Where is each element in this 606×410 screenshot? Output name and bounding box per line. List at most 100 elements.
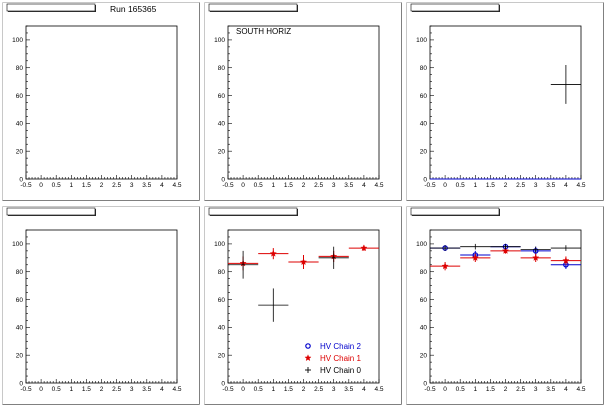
x-tick-label: 3	[332, 386, 336, 393]
panel-title-box	[208, 207, 298, 216]
x-tick-label: 4	[160, 182, 164, 189]
y-tick-label: 40	[218, 121, 226, 128]
y-tick-label: 100	[214, 37, 225, 44]
y-tick-label: 0	[221, 380, 225, 387]
x-tick-label: 4	[362, 182, 366, 189]
point-marker	[360, 244, 368, 252]
legend-label: HV Chain 0	[320, 366, 361, 375]
x-tick-label: 3.5	[344, 182, 353, 189]
y-axis: 0 20 40 60 80 100	[214, 25, 232, 183]
series-2	[430, 243, 581, 253]
x-tick-label: 4.5	[576, 386, 585, 393]
panel-title-box	[410, 207, 500, 216]
panel-title-box	[410, 3, 500, 12]
y-tick-label: 40	[16, 121, 24, 128]
x-tick-label: 1	[473, 386, 477, 393]
pad-background	[406, 2, 604, 201]
point-marker	[269, 249, 277, 257]
point-marker	[532, 254, 540, 261]
y-tick-label: 20	[16, 148, 24, 155]
data-point	[490, 243, 521, 250]
x-tick-label: 1.5	[82, 386, 91, 393]
run-label: Run 165365	[110, 4, 157, 14]
x-tick-label: 2	[302, 386, 306, 393]
x-tick-label: 2.5	[314, 182, 323, 189]
x-tick-label: 0	[241, 386, 245, 393]
y-tick-label: 0	[19, 380, 23, 387]
point-marker	[562, 256, 570, 264]
pad-background	[2, 206, 200, 405]
y-tick-label: 20	[16, 352, 24, 359]
x-axis: -0.5 0 0.5 1 1.5 2 2.5 3 3.5 4 4.5	[424, 379, 586, 393]
x-tick-label: 0.5	[52, 182, 61, 189]
panel-title-box	[208, 3, 298, 12]
y-tick-label: 0	[19, 176, 23, 183]
x-tick-label: 4	[160, 386, 164, 393]
y-tick-label: 60	[218, 297, 226, 304]
y-tick-label: 100	[416, 37, 427, 44]
y-tick-label: 20	[420, 148, 428, 155]
y-tick-label: 100	[416, 241, 427, 248]
y-tick-label: 60	[420, 93, 428, 100]
panel-2: -0.5 0 0.5 1 1.5 2 2.5 3 3.5 4 4.5 0 20 40 60 80 100	[406, 2, 604, 201]
panel-3: -0.5 0 0.5 1 1.5 2 2.5 3 3.5 4 4.5 0 20 40 60 80 100	[2, 206, 200, 405]
x-tick-label: 4.5	[576, 182, 585, 189]
y-tick-label: 80	[16, 65, 24, 72]
x-tick-label: 1	[271, 182, 275, 189]
y-axis: 0 20 40 60 80 100	[416, 25, 434, 183]
x-axis: -0.5 0 0.5 1 1.5 2 2.5 3 3.5 4 4.5	[222, 175, 384, 189]
x-tick-label: 4.5	[374, 182, 383, 189]
y-tick-label: 60	[16, 93, 24, 100]
y-tick-label: 80	[16, 269, 24, 276]
panel-title-box	[6, 3, 96, 12]
x-tick-label: 0.5	[456, 386, 465, 393]
data-point	[288, 255, 319, 269]
pad-background	[204, 206, 402, 405]
y-tick-label: 0	[423, 176, 427, 183]
data-point	[318, 246, 349, 269]
point-marker	[471, 254, 479, 261]
x-tick-label: 3	[534, 386, 538, 393]
data-point	[348, 244, 379, 252]
x-tick-label: 2.5	[314, 386, 323, 393]
legend-marker	[305, 343, 311, 349]
x-tick-label: 0.5	[456, 182, 465, 189]
x-tick-label: 2	[504, 182, 508, 189]
x-tick-label: -0.5	[424, 182, 436, 189]
y-tick-label: 80	[218, 269, 226, 276]
x-tick-label: 0	[443, 386, 447, 393]
x-tick-label: -0.5	[222, 386, 234, 393]
legend-label: HV Chain 1	[320, 354, 361, 363]
legend-label: HV Chain 2	[320, 342, 361, 351]
y-tick-label: 0	[423, 380, 427, 387]
x-tick-label: 3	[130, 182, 134, 189]
x-tick-label: 0	[443, 182, 447, 189]
y-tick-label: 80	[420, 65, 428, 72]
plot-annotation: SOUTH HORIZ	[236, 27, 291, 36]
x-tick-label: 3.5	[344, 386, 353, 393]
pad-background	[406, 206, 604, 405]
x-tick-label: 3	[130, 386, 134, 393]
series-0	[550, 64, 581, 104]
y-tick-label: 60	[16, 297, 24, 304]
pad-background	[204, 2, 402, 201]
y-tick-label: 80	[218, 65, 226, 72]
x-tick-label: 1.5	[82, 182, 91, 189]
x-tick-label: 0	[39, 386, 43, 393]
x-tick-label: 2.5	[112, 386, 121, 393]
y-tick-label: 0	[221, 176, 225, 183]
x-tick-label: -0.5	[424, 386, 436, 393]
y-tick-label: 40	[16, 325, 24, 332]
y-tick-label: 20	[420, 352, 428, 359]
panel-4: -0.5 0 0.5 1 1.5 2 2.5 3 3.5 4 4.5 0 20 40 60 80 100 HV C…	[204, 206, 402, 405]
x-tick-label: 4.5	[172, 386, 181, 393]
data-point	[550, 256, 581, 265]
panel-5: -0.5 0 0.5 1 1.5 2 2.5 3 3.5 4 4.5 0 20 40 60 80 100	[406, 206, 604, 405]
x-tick-label: 4.5	[172, 182, 181, 189]
x-tick-label: -0.5	[20, 182, 32, 189]
x-tick-label: 1.5	[284, 386, 293, 393]
x-tick-label: 2.5	[516, 386, 525, 393]
